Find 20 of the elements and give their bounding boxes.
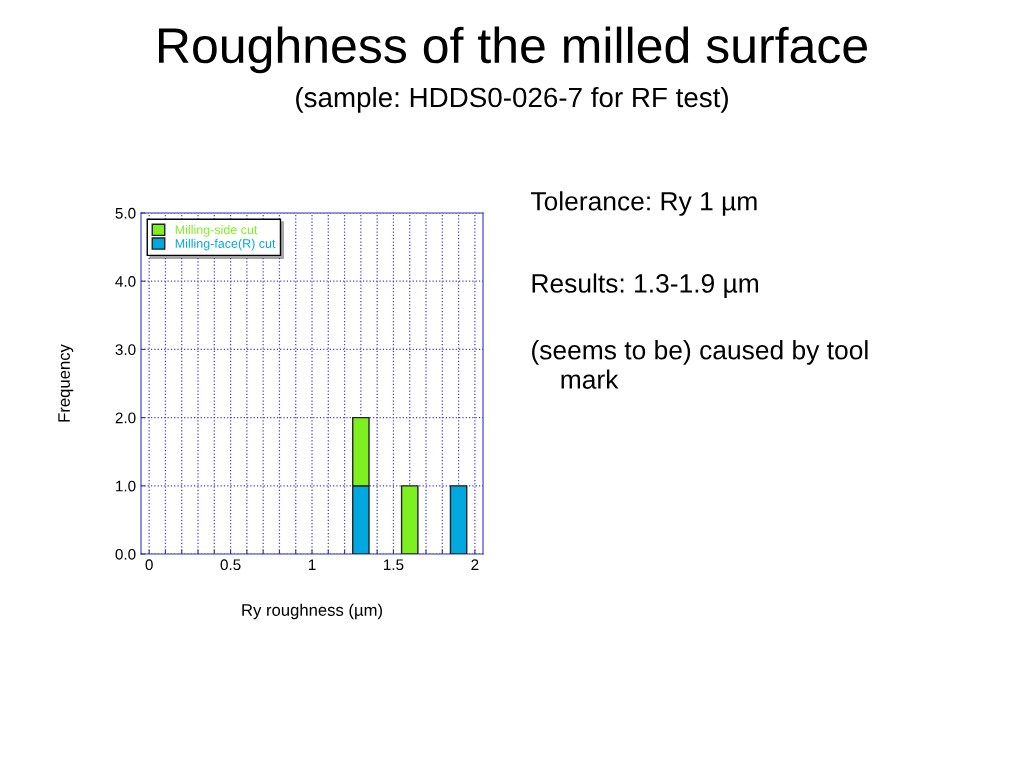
x-axis-title: Ry roughness (µm) xyxy=(242,603,383,620)
y-tick-label: 0.0 xyxy=(115,548,136,560)
y-tick-label: 3.0 xyxy=(115,344,136,356)
x-tick-label: 1.5 xyxy=(383,559,404,571)
chart-subtitle: (sample: HDDS0-026-7 for RF test) xyxy=(296,86,728,113)
y-tick-label: 5.0 xyxy=(115,207,136,219)
y-axis-title: Frequency xyxy=(58,344,74,422)
x-tick-label: 0.5 xyxy=(220,559,241,571)
legend-label: Milling-side cut xyxy=(175,225,258,237)
chart-title: Roughness of the milled surface xyxy=(158,26,867,74)
x-tick-label: 0 xyxy=(145,559,153,571)
text: Results: 1.3-1.9 µm xyxy=(532,273,759,298)
text: Tolerance: Ry 1 µm xyxy=(531,191,757,216)
x-tick-label: 1 xyxy=(308,559,316,570)
text: (seems to be) caused by tool mark xyxy=(532,340,868,389)
x-tick-label: 2 xyxy=(471,559,479,570)
y-tick-label: 1.0 xyxy=(116,480,136,492)
y-tick-label: 4.0 xyxy=(115,276,136,287)
y-tick-label: 2.0 xyxy=(115,412,136,424)
legend-label: Milling-face(R) cut xyxy=(175,238,276,251)
